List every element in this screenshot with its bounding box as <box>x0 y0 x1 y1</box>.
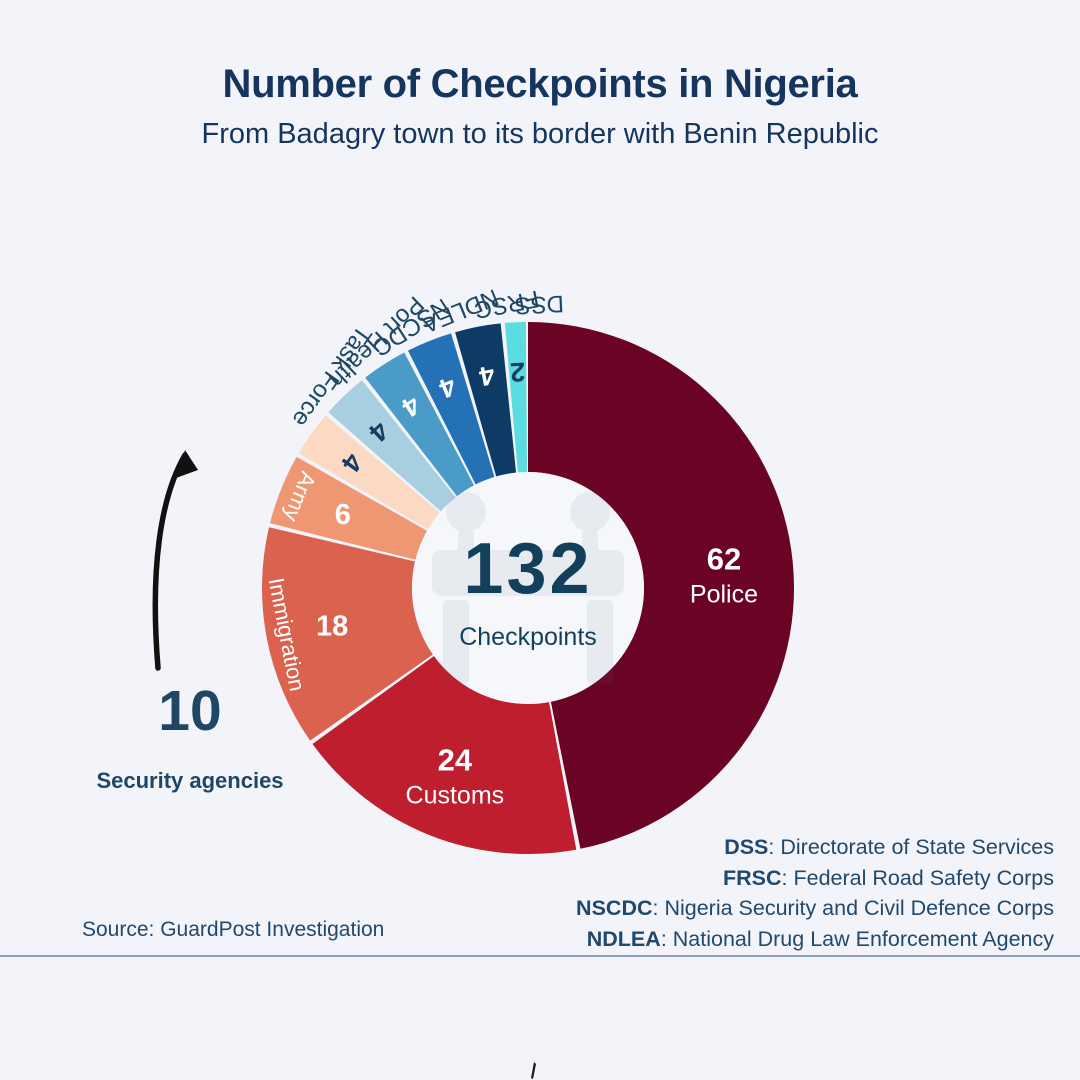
footer-logos: CENOZO Journalisme d'investigation en Af… <box>0 957 1080 1080</box>
slice-value: 2 <box>509 357 525 388</box>
abbreviation-key: DSS <box>724 835 769 859</box>
agencies-count: 10 <box>158 679 222 743</box>
donut-slice-task-force[interactable] <box>298 415 440 530</box>
abbreviation-row: NDLEA: National Drug Law Enforcement Age… <box>576 924 1054 955</box>
slice-name: Police <box>690 580 758 608</box>
source-note: Source: GuardPost Investigation <box>82 918 385 941</box>
agencies-count-label: Security agencies <box>96 768 284 793</box>
slice-value: 62 <box>707 541 741 576</box>
donut-slice-police[interactable] <box>528 321 795 849</box>
abbreviation-meaning: : Nigeria Security and Civil Defence Cor… <box>652 896 1055 920</box>
abbreviation-key: FRSC <box>723 865 782 890</box>
donut-slice-frsc[interactable] <box>455 323 517 477</box>
page-subtitle: From Badagry town to its border with Ben… <box>201 118 879 150</box>
donut-slice-nscdc[interactable] <box>365 352 475 497</box>
donut-slice-army[interactable] <box>270 456 428 560</box>
donut-slice-dss[interactable] <box>504 322 528 473</box>
abbreviation-key: NDLEA <box>586 926 661 951</box>
slice-name: Customs <box>406 782 505 810</box>
abbreviation-row: FRSC: Federal Road Safety Corps <box>576 863 1054 894</box>
donut-slice-customs[interactable] <box>312 656 577 854</box>
donut-hole <box>412 472 644 704</box>
donut-slice-immigration[interactable] <box>261 527 433 741</box>
donut-center-hole <box>412 472 644 704</box>
abbreviation-row: NSCDC: Nigeria Security and Civil Defenc… <box>576 893 1054 924</box>
abbreviation-key: NSCDC <box>576 896 653 920</box>
corner-crop-mark <box>531 1062 536 1079</box>
abbreviation-meaning: : Directorate of State Services <box>768 835 1054 859</box>
abbreviation-row: DSS: Directorate of State Services <box>576 832 1054 863</box>
slice-value: 24 <box>438 743 473 778</box>
donut-slice-port-health[interactable] <box>328 380 456 512</box>
footer-divider <box>0 955 1080 957</box>
slice-value: 18 <box>316 611 348 643</box>
page-title: Number of Checkpoints in Nigeria <box>222 62 858 106</box>
abbreviation-meaning: : Federal Road Safety Corps <box>781 865 1054 890</box>
curved-arrow-icon <box>152 450 198 671</box>
donut-slice-ndlea[interactable] <box>407 333 495 485</box>
abbreviation-meaning: : National Drug Law Enforcement Agency <box>660 926 1054 951</box>
center-total-caption: Checkpoints <box>459 623 597 651</box>
center-total-value: 132 <box>463 529 593 609</box>
checkpoint-barrier-icon <box>432 492 624 684</box>
abbreviation-legend: DSS: Directorate of State Services FRSC: … <box>576 832 1054 954</box>
outer-slice-label: DSS <box>514 290 565 319</box>
donut-slices <box>261 321 795 854</box>
slice-value: 6 <box>335 499 351 531</box>
slice-value: 4 <box>477 360 497 392</box>
